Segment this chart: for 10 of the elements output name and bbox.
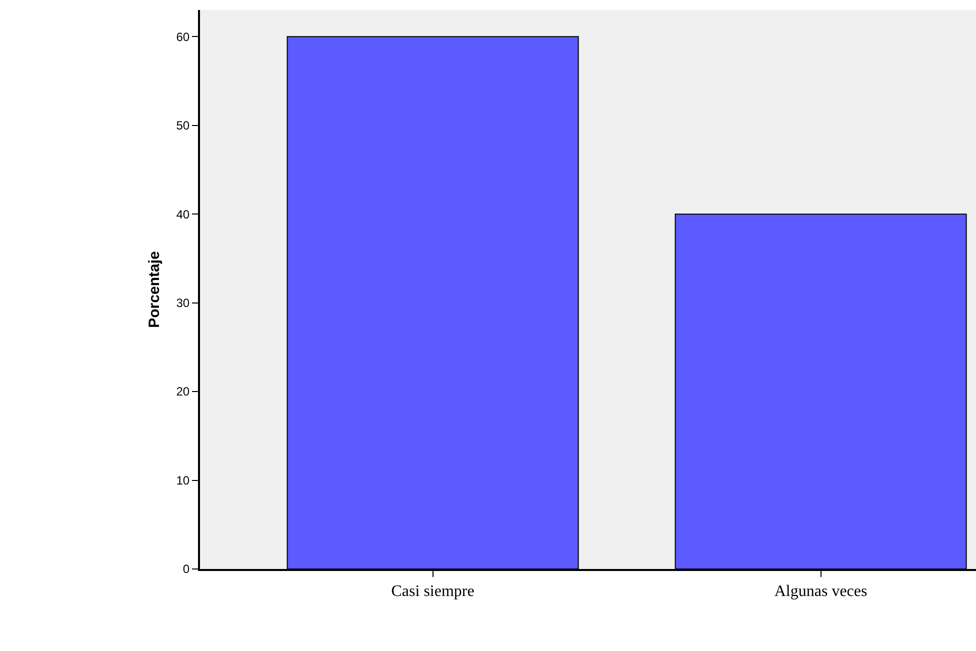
y-tick-label: 30 (176, 296, 190, 310)
x-tick-label: Casi siempre (391, 583, 474, 600)
y-tick-label: 50 (176, 118, 190, 133)
y-tick-label: 40 (176, 207, 190, 222)
y-tick-label: 10 (176, 473, 190, 488)
x-tick-label: Algunas veces (774, 583, 868, 600)
y-tick-label: 60 (176, 30, 190, 44)
y-axis-title: Porcentaje (146, 251, 163, 328)
y-tick-label: 20 (176, 384, 190, 399)
y-tick-label: 0 (182, 562, 190, 576)
